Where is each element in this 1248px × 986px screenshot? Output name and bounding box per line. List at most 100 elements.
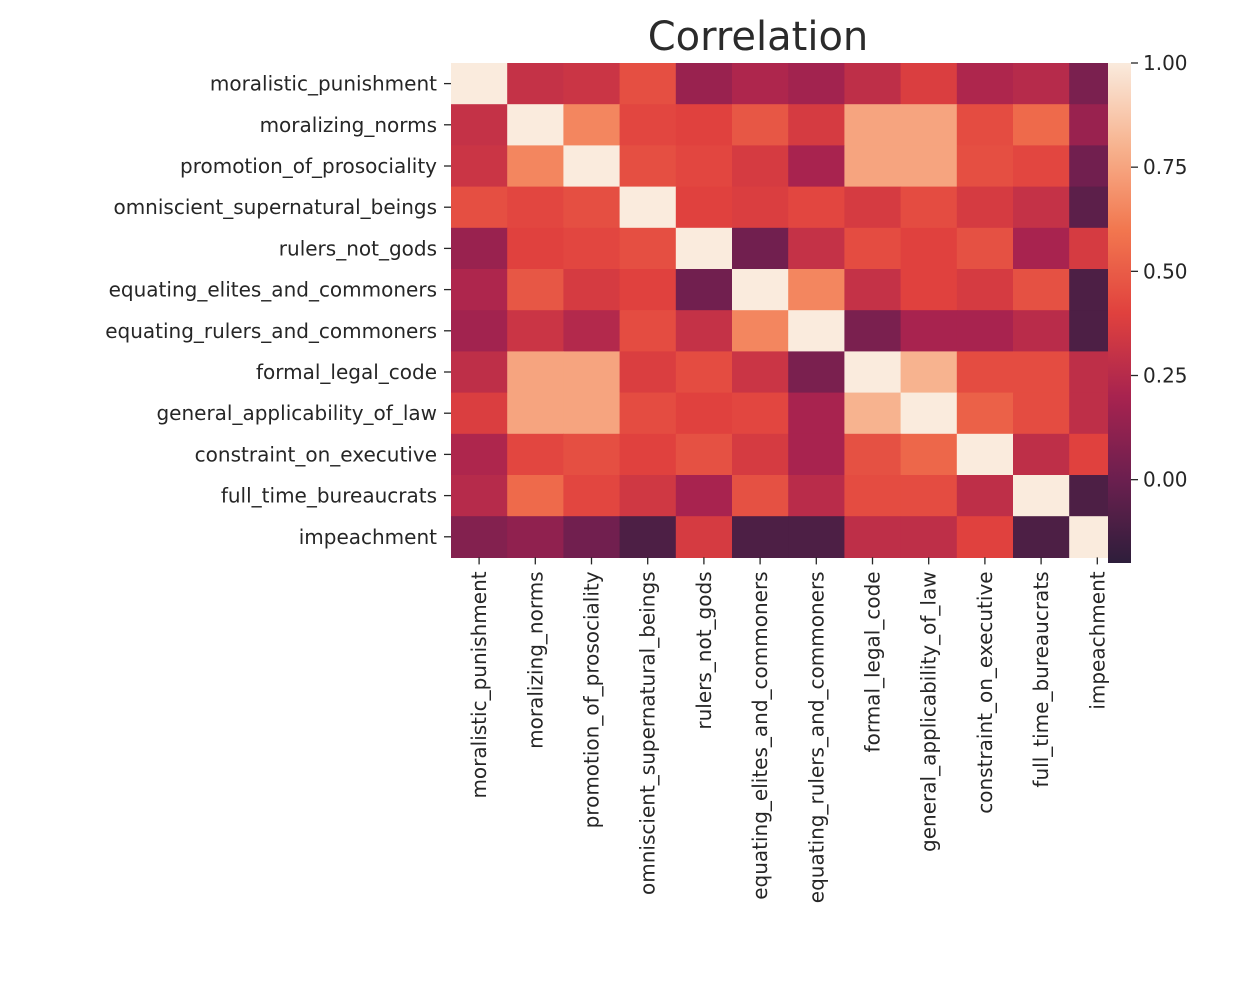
heatmap-cell	[619, 104, 677, 146]
heatmap-cell	[732, 310, 789, 352]
heatmap-cell	[451, 186, 508, 229]
x-tick-label: moralistic_punishment	[467, 571, 491, 798]
heatmap-cell	[507, 433, 564, 476]
heatmap-cell	[956, 145, 1014, 188]
heatmap-cell	[900, 186, 958, 229]
heatmap-cell	[507, 186, 564, 229]
heatmap-cell	[788, 145, 845, 188]
heatmap-cell	[956, 186, 1014, 229]
heatmap-cell	[451, 310, 508, 352]
y-tick-label: rulers_not_gods	[279, 236, 437, 260]
heatmap-cell	[619, 516, 677, 558]
heatmap-cell	[675, 475, 733, 517]
heatmap-cell	[788, 475, 845, 517]
heatmap-cell	[507, 269, 564, 311]
heatmap-cell	[563, 392, 621, 435]
heatmap-cell	[900, 516, 958, 558]
heatmap-cell	[900, 310, 958, 352]
colorbar-tick-label: 0.25	[1143, 364, 1188, 388]
heatmap-cell	[844, 516, 902, 558]
heatmap-cell	[507, 63, 564, 105]
heatmap-cell	[844, 104, 902, 146]
heatmap-cell	[563, 516, 621, 558]
heatmap-cell	[563, 227, 621, 270]
heatmap-cell	[900, 392, 958, 435]
x-tick-label: equating_elites_and_commoners	[748, 571, 772, 899]
heatmap-cell	[1013, 392, 1070, 435]
heatmap-cell	[451, 392, 508, 435]
heatmap-cell	[675, 63, 733, 105]
heatmap-cell	[451, 269, 508, 311]
heatmap-cell	[451, 475, 508, 517]
y-tick-label: omniscient_supernatural_beings	[113, 195, 437, 219]
heatmap-cell	[788, 351, 845, 394]
y-tick-label: impeachment	[299, 525, 437, 549]
colorbar-tick-label: 0.00	[1143, 468, 1188, 492]
heatmap-cell	[788, 516, 845, 558]
heatmap-cell	[732, 227, 789, 270]
heatmap-cell	[1013, 145, 1070, 188]
heatmap-cell	[956, 310, 1014, 352]
heatmap-cell	[507, 310, 564, 352]
heatmap-cell	[675, 104, 733, 146]
heatmap-cell	[563, 351, 621, 394]
heatmap-cell	[732, 433, 789, 476]
heatmap-cell	[1013, 433, 1070, 476]
x-axis-labels: moralistic_punishment moralizing_norms pro…	[467, 557, 1109, 903]
heatmap-cell	[844, 145, 902, 188]
heatmap-cell	[451, 104, 508, 146]
heatmap-cell	[619, 145, 677, 188]
heatmap-cell	[900, 145, 958, 188]
x-tick-label: constraint_on_executive	[973, 571, 997, 813]
heatmap-cell	[619, 433, 677, 476]
heatmap-cell	[507, 351, 564, 394]
heatmap-cell	[1013, 475, 1070, 517]
heatmap-cell	[1013, 269, 1070, 311]
heatmap-cell	[732, 351, 789, 394]
y-axis-labels: moralistic_punishment moralizing_normspro…	[105, 72, 451, 549]
x-tick-label: formal_legal_code	[861, 571, 885, 752]
heatmap-cell	[956, 104, 1014, 146]
heatmap-cell	[563, 186, 621, 229]
heatmap-cell	[732, 392, 789, 435]
heatmap-cell	[956, 269, 1014, 311]
heatmap-cell	[844, 269, 902, 311]
heatmap-cell	[788, 269, 845, 311]
y-tick-label: promotion_of_prosociality	[180, 154, 437, 178]
heatmap-cell	[451, 516, 508, 558]
heatmap-cell	[675, 310, 733, 352]
heatmap-cell	[675, 269, 733, 311]
heatmap-cell	[675, 227, 733, 270]
heatmap-cell	[1013, 63, 1070, 105]
heatmap-cell	[563, 104, 621, 146]
heatmap-cell	[788, 310, 845, 352]
heatmap-cell	[900, 433, 958, 476]
heatmap-cell	[619, 351, 677, 394]
heatmap-cell	[451, 351, 508, 394]
heatmap-cell	[844, 186, 902, 229]
heatmap-cell	[619, 310, 677, 352]
heatmap-cell	[788, 392, 845, 435]
y-tick-label: general_applicability_of_law	[156, 401, 437, 425]
x-tick-label: rulers_not_gods	[692, 571, 716, 729]
y-tick-label: full_time_bureaucrats	[221, 484, 437, 508]
heatmap-cell	[507, 475, 564, 517]
heatmap-cell	[900, 269, 958, 311]
heatmap-cells	[451, 63, 1126, 558]
heatmap-cell	[507, 145, 564, 188]
heatmap-cell	[788, 63, 845, 105]
heatmap-cell	[788, 227, 845, 270]
heatmap-cell	[507, 104, 564, 146]
heatmap-cell	[956, 516, 1014, 558]
heatmap-cell	[900, 475, 958, 517]
heatmap-cell	[675, 392, 733, 435]
heatmap-cell	[507, 227, 564, 270]
heatmap-cell	[956, 351, 1014, 394]
y-tick-label: formal_legal_code	[256, 360, 437, 384]
heatmap-cell	[619, 227, 677, 270]
heatmap-cell	[1013, 310, 1070, 352]
x-tick-label: promotion_of_prosociality	[580, 571, 604, 828]
heatmap-cell	[563, 269, 621, 311]
heatmap-cell	[507, 392, 564, 435]
heatmap-cell	[788, 104, 845, 146]
